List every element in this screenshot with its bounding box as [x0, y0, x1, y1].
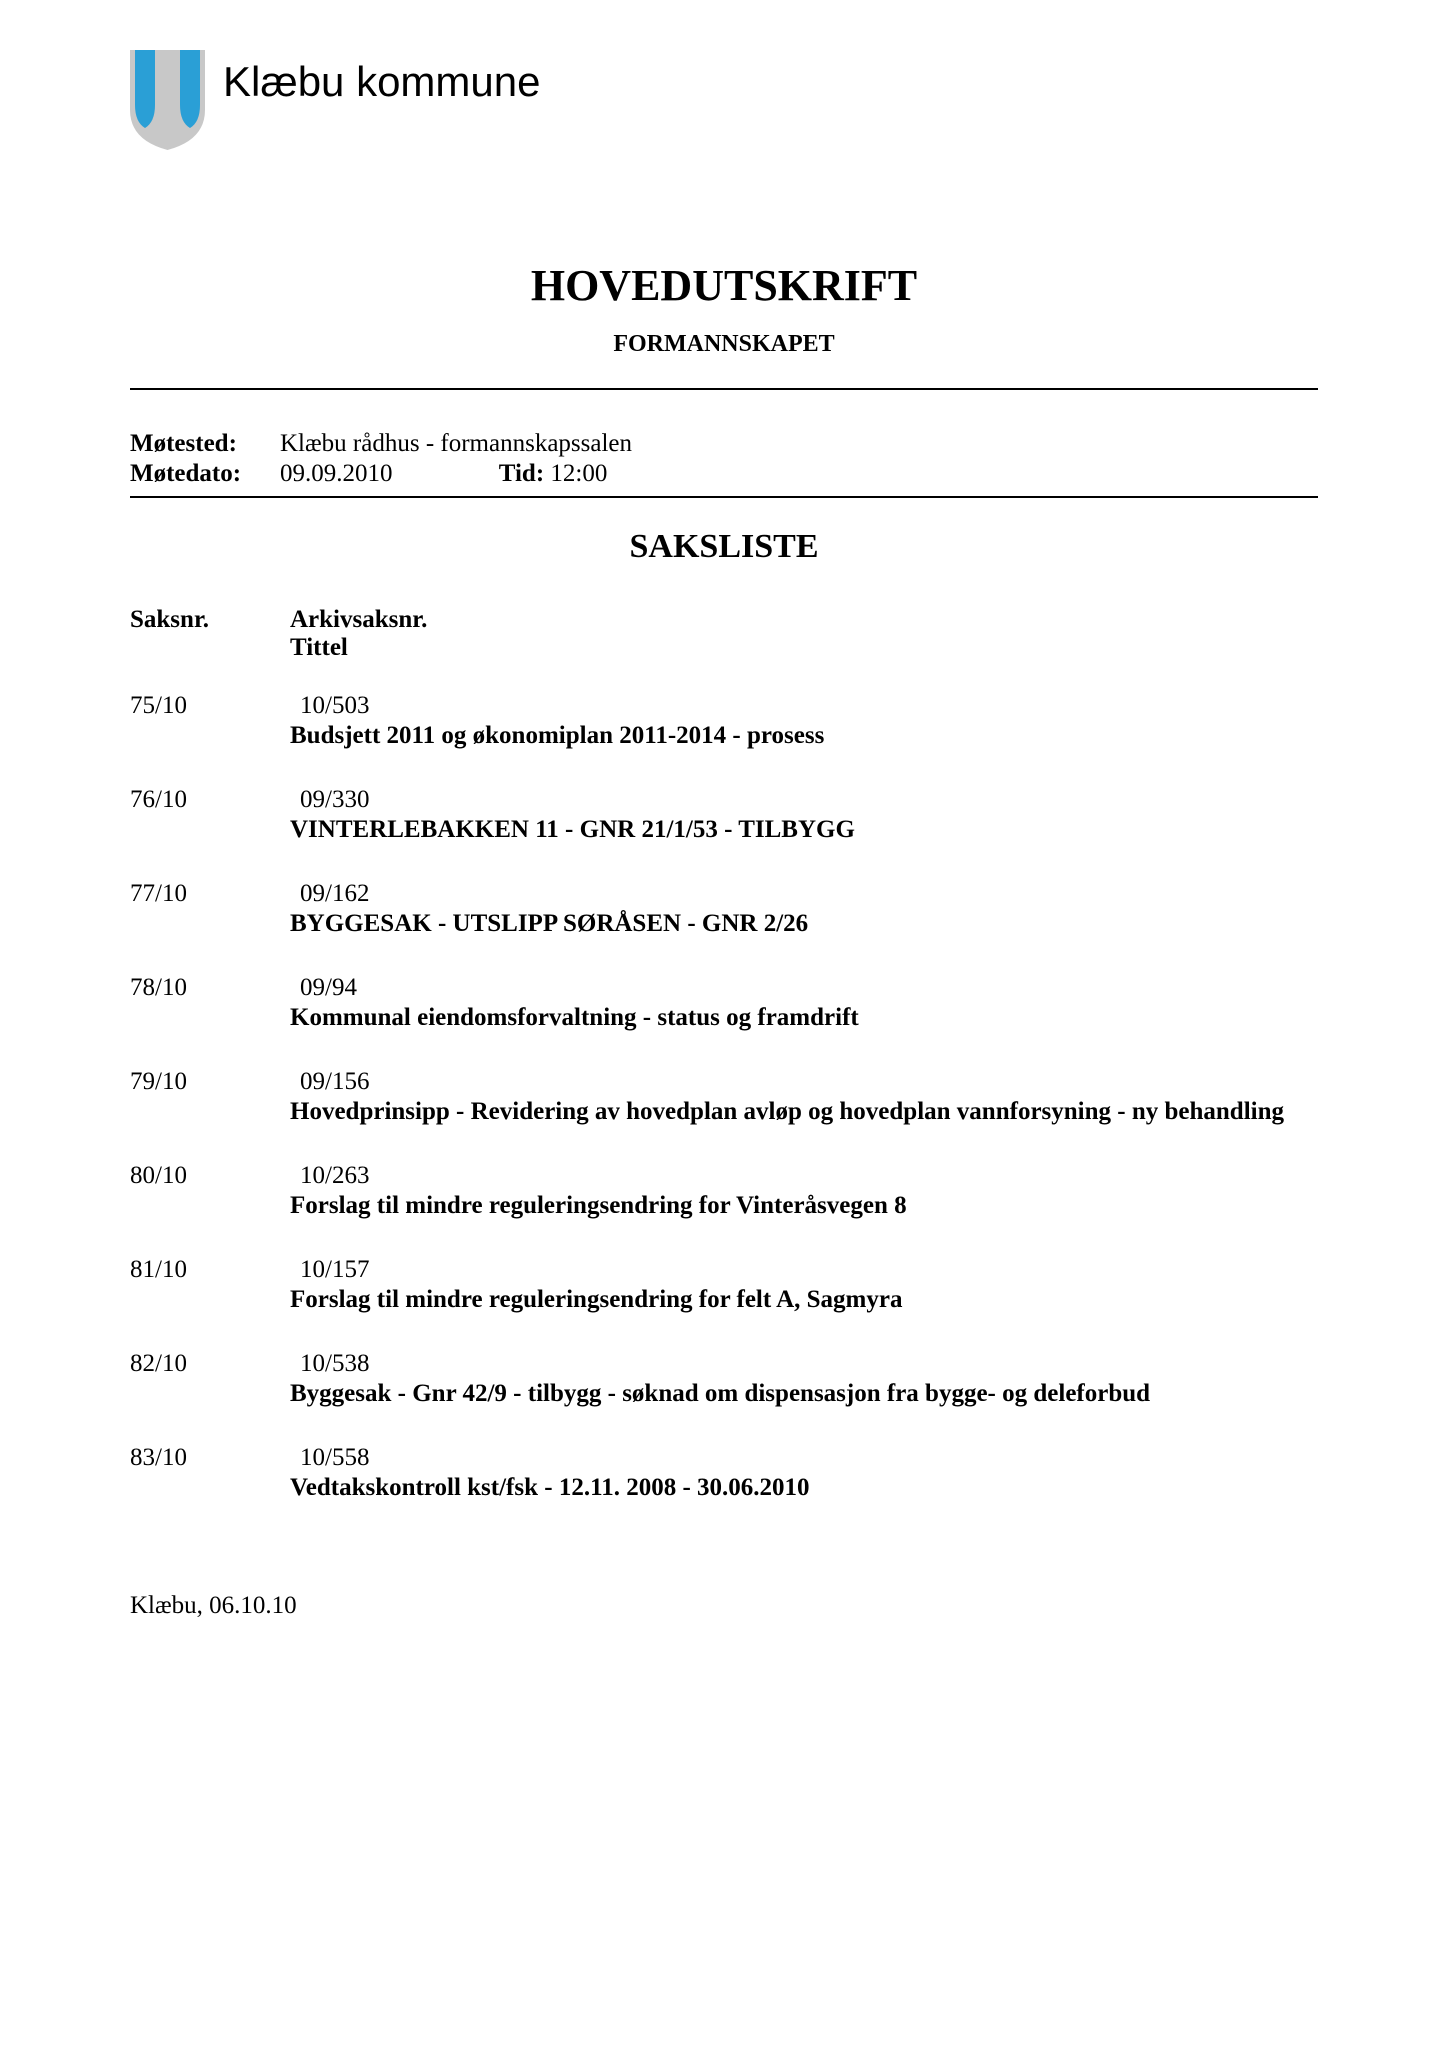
sak-number: 79/10: [130, 1068, 290, 1126]
sak-number: 77/10: [130, 880, 290, 938]
header-tittel: Tittel: [290, 634, 1318, 662]
sak-content: 09/330VINTERLEBAKKEN 11 - GNR 21/1/53 - …: [290, 786, 1318, 844]
sak-tittel: Forslag til mindre reguleringsendring fo…: [290, 1286, 1318, 1314]
sak-item: 76/1009/330VINTERLEBAKKEN 11 - GNR 21/1/…: [130, 786, 1318, 844]
meeting-place-row: Møtested: Klæbu rådhus - formannskapssal…: [130, 430, 1318, 458]
sak-tittel: Forslag til mindre reguleringsendring fo…: [290, 1192, 1318, 1220]
sak-arkiv: 10/558: [300, 1444, 1318, 1472]
sak-tittel: VINTERLEBAKKEN 11 - GNR 21/1/53 - TILBYG…: [290, 816, 1318, 844]
sak-item: 82/1010/538Byggesak - Gnr 42/9 - tilbygg…: [130, 1350, 1318, 1408]
meeting-date-text: 09.09.2010: [280, 460, 393, 487]
sak-item: 77/1009/162BYGGESAK - UTSLIPP SØRÅSEN - …: [130, 880, 1318, 938]
sak-item: 83/1010/558Vedtakskontroll kst/fsk - 12.…: [130, 1444, 1318, 1502]
sak-tittel: Vedtakskontroll kst/fsk - 12.11. 2008 - …: [290, 1474, 1318, 1502]
sak-item: 79/1009/156Hovedprinsipp - Revidering av…: [130, 1068, 1318, 1126]
sak-number: 75/10: [130, 692, 290, 750]
sak-arkiv: 09/94: [300, 974, 1318, 1002]
sak-number: 83/10: [130, 1444, 290, 1502]
document-subtitle: FORMANNSKAPET: [130, 331, 1318, 358]
sak-content: 09/162BYGGESAK - UTSLIPP SØRÅSEN - GNR 2…: [290, 880, 1318, 938]
sak-content: 10/263Forslag til mindre reguleringsendr…: [290, 1162, 1318, 1220]
sak-arkiv: 09/330: [300, 786, 1318, 814]
sak-item: 80/1010/263Forslag til mindre regulering…: [130, 1162, 1318, 1220]
saksliste-items: 75/1010/503Budsjett 2011 og økonomiplan …: [130, 692, 1318, 1502]
sak-arkiv: 10/503: [300, 692, 1318, 720]
meeting-place-value: Klæbu rådhus - formannskapssalen: [280, 430, 1318, 458]
sak-tittel: Hovedprinsipp - Revidering av hovedplan …: [290, 1098, 1318, 1126]
header-content: Arkivsaksnr. Tittel: [290, 606, 1318, 662]
sak-item: 78/1009/94Kommunal eiendomsforvaltning -…: [130, 974, 1318, 1032]
sak-arkiv: 09/156: [300, 1068, 1318, 1096]
sak-tittel: Kommunal eiendomsforvaltning - status og…: [290, 1004, 1318, 1032]
meeting-info: Møtested: Klæbu rådhus - formannskapssal…: [130, 430, 1318, 488]
footer-date: Klæbu, 06.10.10: [130, 1592, 1318, 1620]
sak-content: 10/157Forslag til mindre reguleringsendr…: [290, 1256, 1318, 1314]
header-logo: Klæbu kommune: [130, 50, 1318, 150]
divider-top: [130, 388, 1318, 390]
meeting-date-label: Møtedato:: [130, 460, 280, 488]
sak-number: 82/10: [130, 1350, 290, 1408]
meeting-place-label: Møtested:: [130, 430, 280, 458]
sak-item: 75/1010/503Budsjett 2011 og økonomiplan …: [130, 692, 1318, 750]
sak-tittel: BYGGESAK - UTSLIPP SØRÅSEN - GNR 2/26: [290, 910, 1318, 938]
sak-content: 09/94Kommunal eiendomsforvaltning - stat…: [290, 974, 1318, 1032]
meeting-date-row: Møtedato: 09.09.2010 Tid: 12:00: [130, 460, 1318, 488]
sak-tittel: Budsjett 2011 og økonomiplan 2011-2014 -…: [290, 722, 1318, 750]
saksliste-header: Saksnr. Arkivsaksnr. Tittel: [130, 606, 1318, 662]
sak-content: 10/538Byggesak - Gnr 42/9 - tilbygg - sø…: [290, 1350, 1318, 1408]
municipality-name: Klæbu kommune: [223, 58, 540, 106]
header-saksnr: Saksnr.: [130, 606, 290, 662]
divider-meeting: [130, 496, 1318, 498]
sak-number: 76/10: [130, 786, 290, 844]
sak-arkiv: 10/157: [300, 1256, 1318, 1284]
sak-number: 80/10: [130, 1162, 290, 1220]
sak-number: 81/10: [130, 1256, 290, 1314]
meeting-time-label: Tid:: [499, 460, 544, 487]
sak-tittel: Byggesak - Gnr 42/9 - tilbygg - søknad o…: [290, 1380, 1318, 1408]
meeting-time-value: 12:00: [550, 460, 607, 487]
sak-number: 78/10: [130, 974, 290, 1032]
sak-item: 81/1010/157Forslag til mindre regulering…: [130, 1256, 1318, 1314]
sak-arkiv: 09/162: [300, 880, 1318, 908]
meeting-date-value: 09.09.2010 Tid: 12:00: [280, 460, 1318, 488]
sak-arkiv: 10/538: [300, 1350, 1318, 1378]
header-arkiv: Arkivsaksnr.: [290, 606, 1318, 634]
sak-content: 10/503Budsjett 2011 og økonomiplan 2011-…: [290, 692, 1318, 750]
document-title: HOVEDUTSKRIFT: [130, 260, 1318, 311]
sak-arkiv: 10/263: [300, 1162, 1318, 1190]
sak-content: 10/558Vedtakskontroll kst/fsk - 12.11. 2…: [290, 1444, 1318, 1502]
sak-content: 09/156Hovedprinsipp - Revidering av hove…: [290, 1068, 1318, 1126]
saksliste-title: SAKSLISTE: [130, 528, 1318, 566]
municipality-shield-icon: [130, 50, 205, 150]
